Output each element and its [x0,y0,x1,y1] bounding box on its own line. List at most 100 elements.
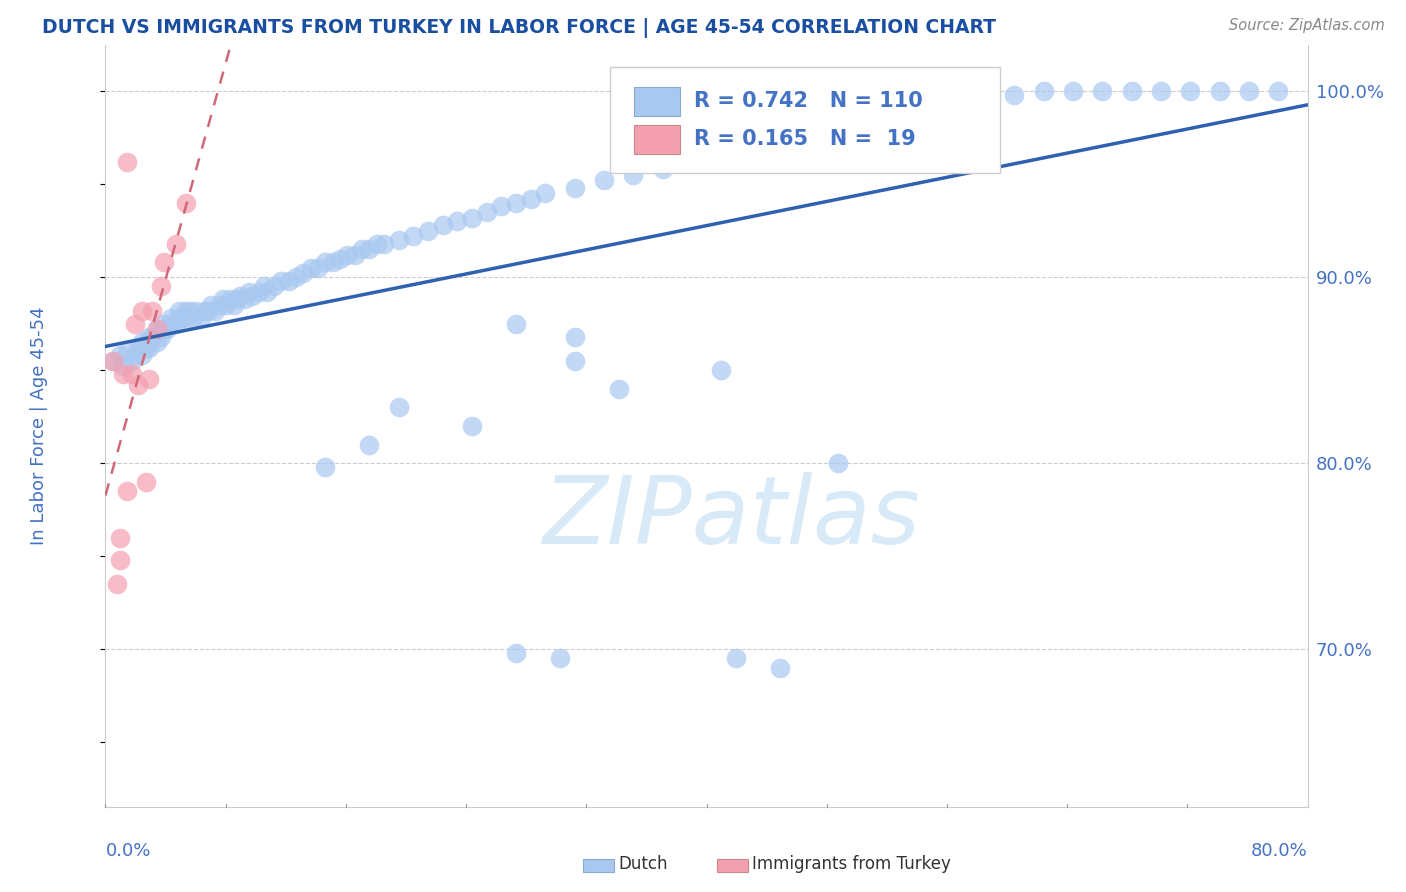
Point [1121,84,1143,98]
Point [359,437,381,451]
Point [153,317,176,331]
Point [197,303,219,318]
FancyBboxPatch shape [634,125,681,153]
Point [373,236,395,251]
Point [827,125,849,139]
Point [270,274,292,288]
Point [101,354,124,368]
Point [886,112,908,126]
Point [233,293,256,307]
Point [117,483,139,498]
Point [329,252,352,266]
Point [1091,84,1114,98]
Point [208,298,231,312]
Point [160,311,183,326]
Point [651,162,673,177]
Point [307,260,329,275]
Point [145,322,167,336]
Text: DUTCH VS IMMIGRANTS FROM TURKEY IN LABOR FORCE | AGE 45-54 CORRELATION CHART: DUTCH VS IMMIGRANTS FROM TURKEY IN LABOR… [42,18,997,37]
Point [505,195,527,210]
Point [190,311,212,326]
Point [519,192,541,206]
Point [505,646,527,660]
Point [263,279,285,293]
Text: R = 0.742   N = 110: R = 0.742 N = 110 [695,91,924,111]
Point [138,329,160,343]
Point [112,359,135,374]
Point [253,279,276,293]
Point [153,322,176,336]
Point [170,311,193,326]
Text: In Labor Force | Age 45-54: In Labor Force | Age 45-54 [31,307,48,545]
Point [769,661,792,675]
Point [219,293,242,307]
Point [101,354,124,368]
Point [1180,84,1202,98]
Point [256,285,278,299]
Point [1237,84,1260,98]
Point [1267,84,1289,98]
Point [156,322,179,336]
Point [314,255,336,269]
Point [124,348,146,362]
Point [141,329,163,343]
Point [359,242,381,256]
Point [388,401,411,415]
Point [548,651,571,665]
Point [564,181,586,195]
Point [856,118,879,132]
Point [214,298,236,312]
Point [153,255,176,269]
Point [165,317,187,331]
Point [769,136,792,151]
Point [138,341,160,355]
Point [141,303,163,318]
Point [564,329,586,343]
Point [314,459,336,474]
Point [945,99,967,113]
Point [124,317,146,331]
Point [174,303,197,318]
Point [224,298,246,312]
Point [247,285,270,299]
Point [710,363,733,377]
Point [343,248,366,262]
Text: R = 0.165   N =  19: R = 0.165 N = 19 [695,129,917,149]
Point [150,329,173,343]
Point [797,130,820,145]
Point [229,289,252,303]
Point [117,154,139,169]
Point [204,303,226,318]
Point [240,289,263,303]
Point [1002,87,1025,102]
Text: ZIPatlas: ZIPatlas [541,472,920,563]
Point [174,195,197,210]
Point [108,348,131,362]
Point [127,341,149,355]
Text: 0.0%: 0.0% [105,841,150,860]
Point [461,211,484,225]
Point [681,154,703,169]
Point [416,224,439,238]
Point [285,270,308,285]
Point [336,248,359,262]
Point [145,322,167,336]
Point [621,168,644,182]
Point [121,354,143,368]
Point [186,303,208,318]
Point [710,149,733,163]
Point [138,372,160,386]
Point [108,531,131,545]
Point [108,553,131,567]
Point [491,199,513,213]
FancyBboxPatch shape [634,87,681,116]
Point [1062,84,1084,98]
Point [292,266,315,280]
Text: 80.0%: 80.0% [1251,841,1308,860]
Point [238,285,260,299]
FancyBboxPatch shape [610,68,1000,173]
Point [194,303,217,318]
Point [145,335,167,350]
Point [135,475,157,489]
Point [131,303,153,318]
